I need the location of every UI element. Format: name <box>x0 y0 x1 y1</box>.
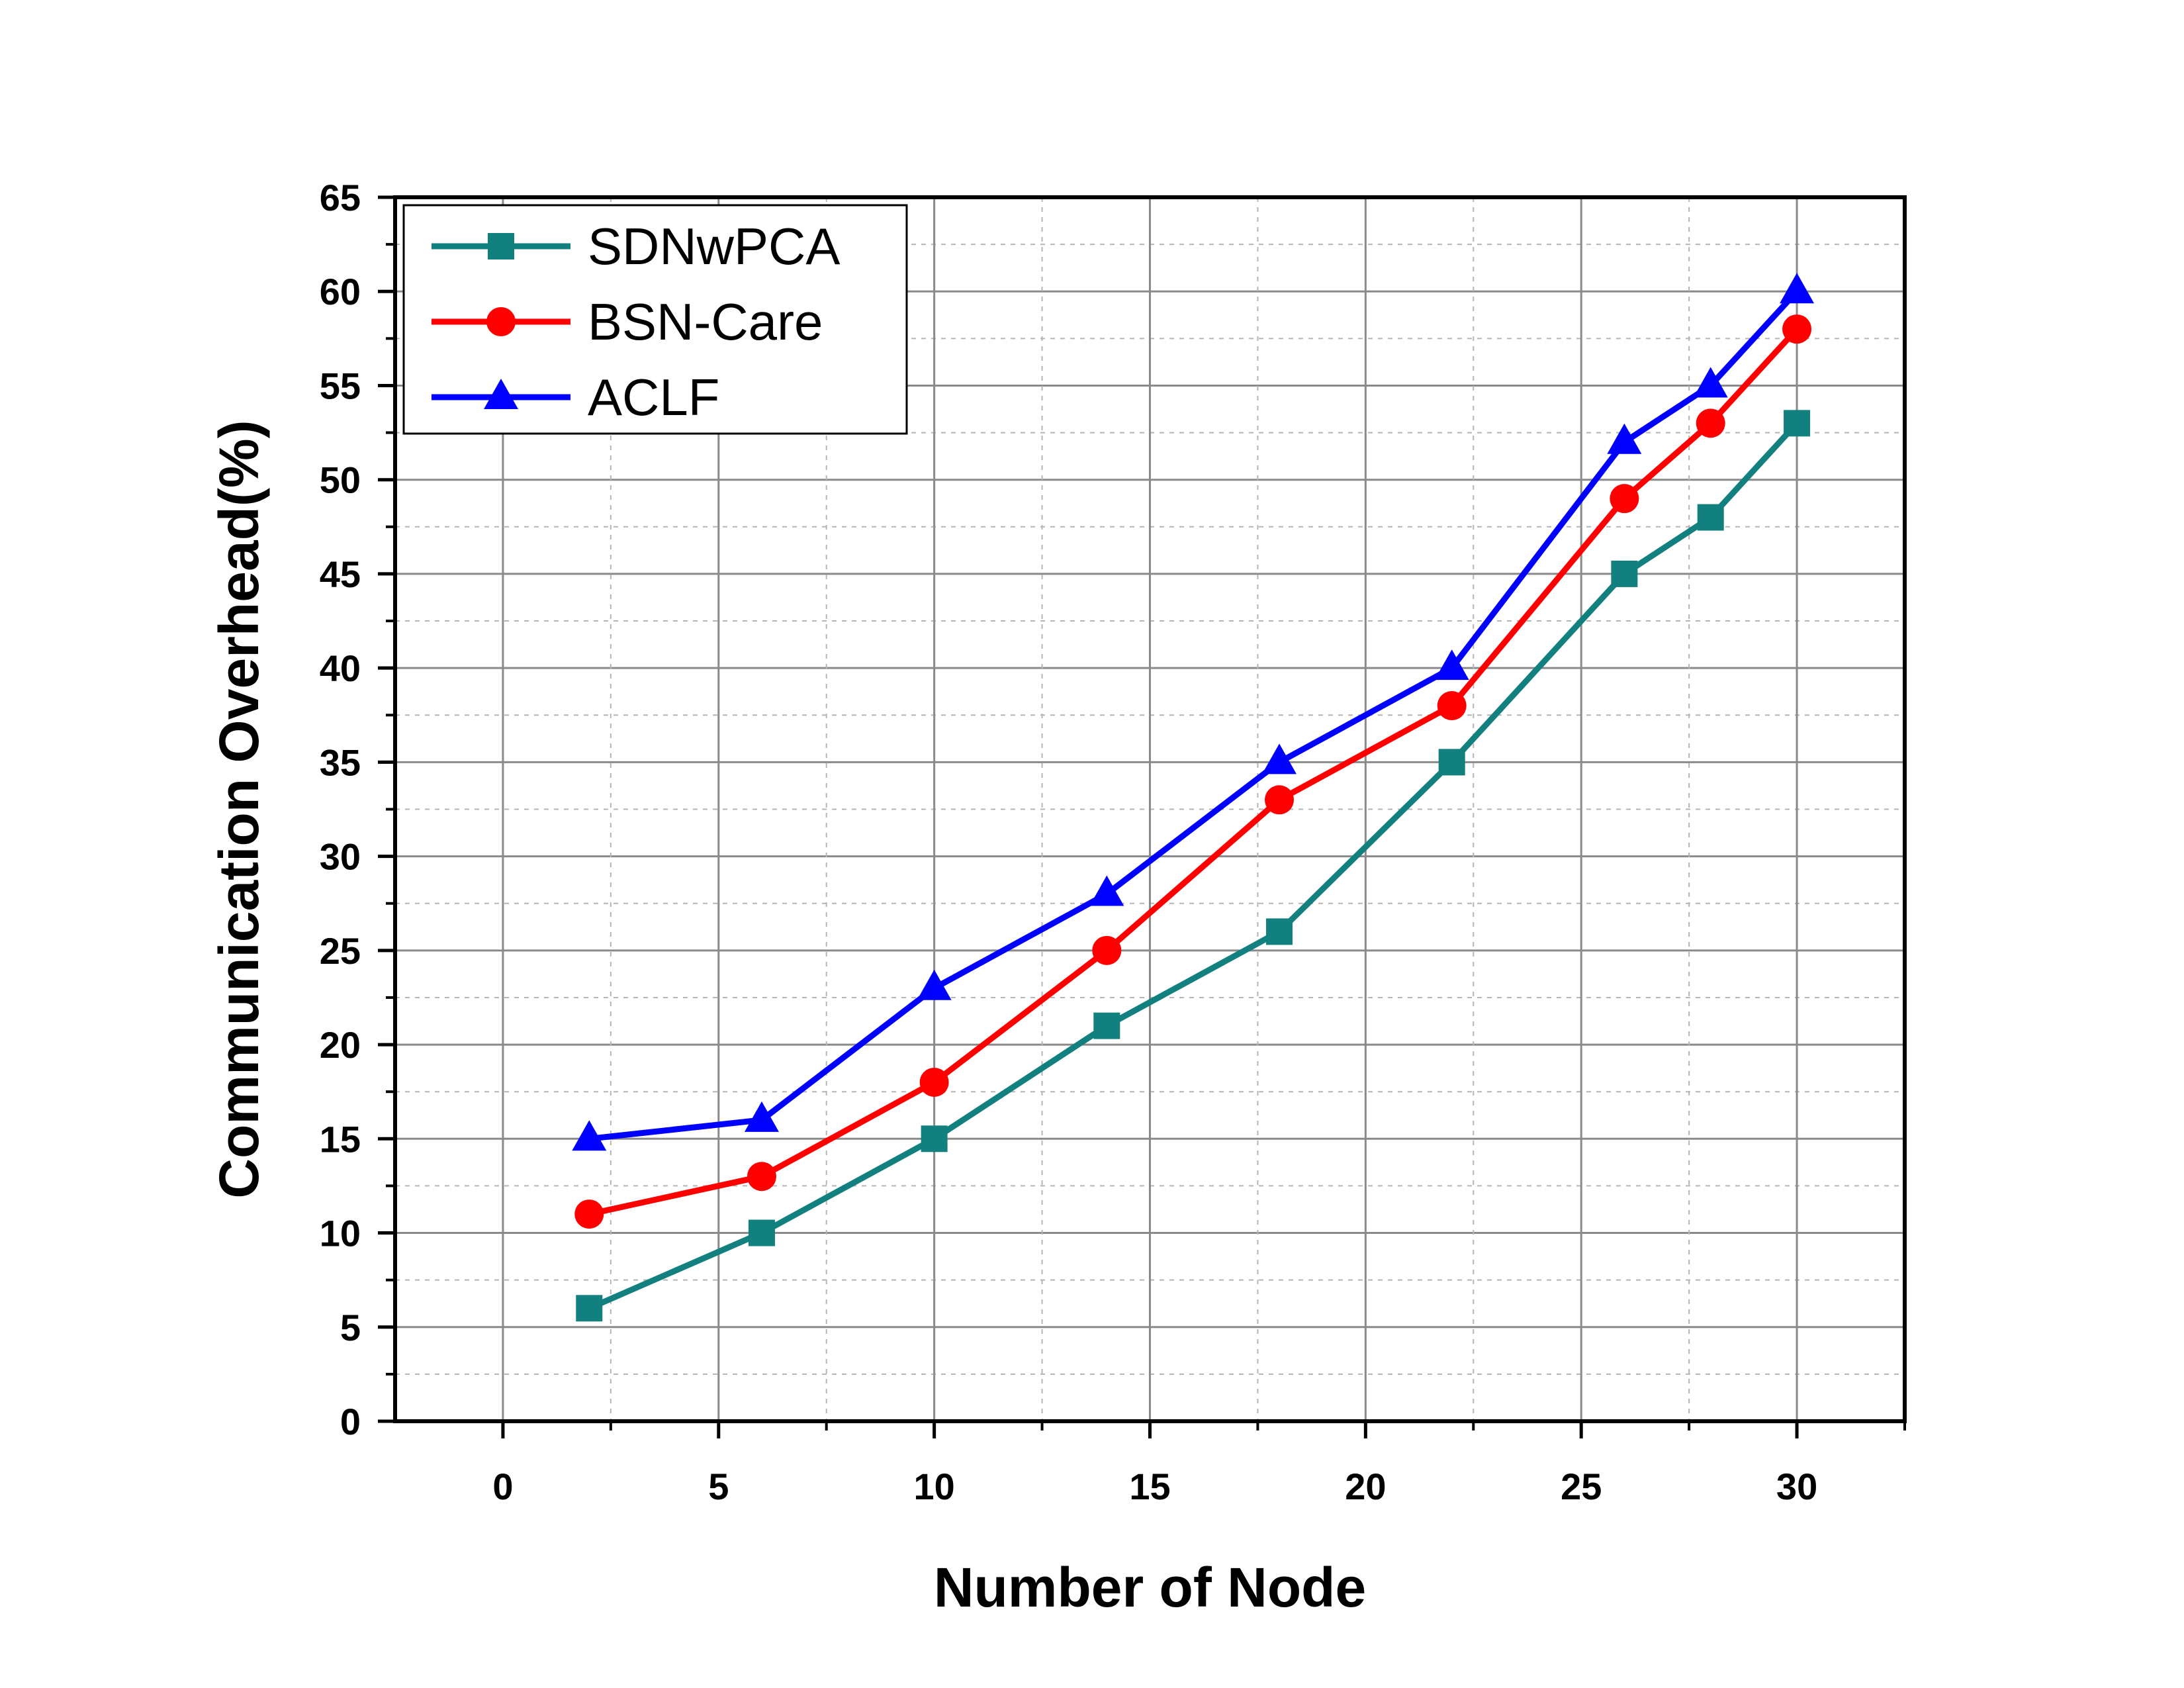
legend-label: SDNwPCA <box>588 217 840 275</box>
y-tick-label: 10 <box>320 1213 361 1254</box>
x-tick-label: 30 <box>1776 1466 1817 1507</box>
y-tick-label: 20 <box>320 1024 361 1066</box>
data-point <box>1266 918 1293 945</box>
legend-item: BSN-Care <box>432 293 823 351</box>
legend: SDNwPCA BSN-Care ACLF <box>402 204 908 435</box>
data-point <box>747 1162 776 1192</box>
data-point <box>1782 314 1812 344</box>
legend-marker <box>488 233 514 259</box>
data-point <box>1784 410 1811 437</box>
data-point <box>1437 691 1467 721</box>
x-tick-label: 15 <box>1129 1466 1170 1507</box>
data-point <box>748 1219 775 1246</box>
y-tick-label: 55 <box>320 365 361 406</box>
series-aclf <box>572 273 1815 1151</box>
y-tick-label: 40 <box>320 647 361 689</box>
data-point <box>1438 749 1465 776</box>
y-tick-label: 5 <box>340 1307 361 1348</box>
data-point <box>919 1067 949 1097</box>
data-point <box>1089 875 1124 906</box>
x-tick-label: 20 <box>1345 1466 1386 1507</box>
data-point <box>744 1101 779 1132</box>
y-tick-label: 45 <box>320 553 361 595</box>
data-point <box>1780 273 1815 304</box>
data-point <box>1265 785 1295 815</box>
data-point <box>1697 504 1724 531</box>
legend-item: ACLF <box>432 368 719 426</box>
data-point <box>917 969 952 1000</box>
y-axis-title: Communication Overhead(%) <box>208 420 270 1198</box>
data-point <box>1434 649 1469 680</box>
x-tick-label: 5 <box>708 1466 729 1507</box>
data-point <box>1262 743 1297 774</box>
data-point <box>574 1199 604 1229</box>
y-tick-label: 65 <box>320 177 361 218</box>
y-tick-label: 25 <box>320 930 361 972</box>
series-bsn-care <box>574 314 1812 1229</box>
y-tick-label: 15 <box>320 1118 361 1160</box>
y-tick-label: 35 <box>320 741 361 783</box>
data-point <box>576 1295 603 1322</box>
data-point <box>1093 1012 1120 1039</box>
data-point <box>572 1120 607 1151</box>
y-tick-label: 50 <box>320 459 361 501</box>
data-point <box>1610 484 1639 514</box>
x-tick-label: 0 <box>492 1466 513 1507</box>
legend-marker <box>484 379 518 409</box>
x-tick-label: 10 <box>913 1466 954 1507</box>
x-axis-title: Number of Node <box>934 1556 1366 1618</box>
y-tick-label: 60 <box>320 271 361 312</box>
data-point <box>921 1125 948 1152</box>
data-point <box>1092 935 1122 965</box>
data-point <box>1611 560 1638 587</box>
legend-label: ACLF <box>588 368 719 426</box>
series-line <box>588 327 1799 1217</box>
series-layer <box>572 273 1815 1322</box>
data-point <box>1696 408 1725 438</box>
series-sdnwpca <box>576 410 1811 1322</box>
x-tick-label: 25 <box>1561 1466 1602 1507</box>
data-point <box>1607 423 1642 454</box>
legend-marker <box>486 307 516 336</box>
legend-item: SDNwPCA <box>432 217 840 275</box>
y-tick-label: 30 <box>320 836 361 878</box>
y-tick-label: 0 <box>340 1401 361 1442</box>
legend-label: BSN-Care <box>588 293 823 351</box>
axis-ticks: 0 5 10 15 20 25 30 35 40 45 50 55 60 65 0 5 10 15 20 25 30 <box>320 177 1906 1507</box>
data-point <box>1693 367 1728 398</box>
